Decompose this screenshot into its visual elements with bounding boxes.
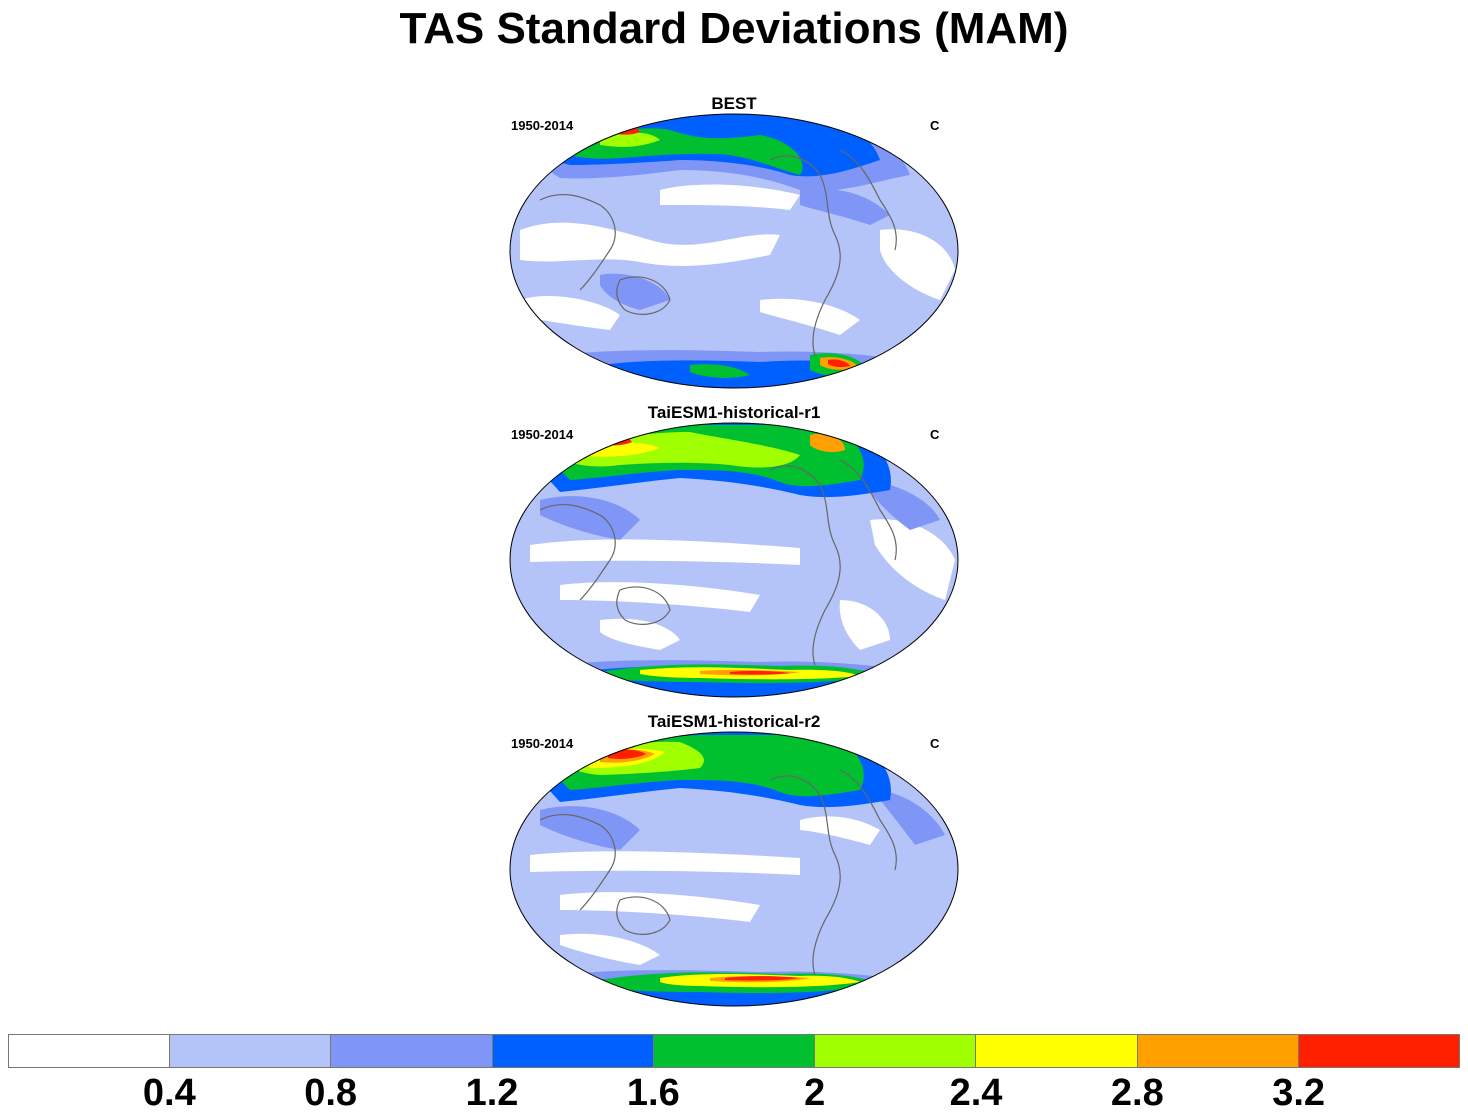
colorbar-swatch-6: [815, 1035, 977, 1067]
panel-3-title: TaiESM1-historical-r2: [647, 712, 821, 731]
colorbar-swatch-7: [976, 1035, 1138, 1067]
colorbar-swatch-3: [331, 1035, 493, 1067]
panel-2-title: TaiESM1-historical-r1: [647, 403, 821, 422]
panel-2-units: C: [930, 427, 940, 442]
panel-3-units: C: [930, 736, 940, 751]
colorbar-tick-label: 2: [804, 1072, 826, 1114]
colorbar-tick-label: 1.6: [626, 1072, 680, 1114]
colorbar-swatch-5: [653, 1035, 816, 1067]
colorbar-tick-label: 3.2: [1272, 1072, 1326, 1114]
panel-3-period: 1950-2014: [511, 736, 574, 751]
panel-2-period: 1950-2014: [511, 427, 574, 442]
map-border-2: [509, 422, 959, 698]
map-border-1: [509, 113, 959, 389]
map-panel-2: [510, 423, 958, 697]
colorbar-swatch-4: [492, 1035, 654, 1067]
colorbar-tick-label: 0.8: [304, 1072, 358, 1114]
map-panel-1: [510, 114, 958, 388]
colorbar-swatch-8: [1137, 1035, 1299, 1067]
figure-title: TAS Standard Deviations (MAM): [399, 4, 1069, 53]
panel-1-units: C: [930, 118, 940, 133]
map-panels: [509, 113, 959, 1007]
colorbar-tick-label: 2.8: [1110, 1072, 1164, 1114]
colorbar: [8, 1034, 1460, 1068]
colorbar-tick-label: 1.2: [465, 1072, 519, 1114]
colorbar-swatch-2: [170, 1035, 332, 1067]
map-panel-3: [510, 732, 958, 1006]
colorbar-swatch-9: [1298, 1035, 1459, 1067]
colorbar-tick-label: 2.4: [949, 1072, 1003, 1114]
map-border-3: [509, 731, 959, 1007]
colorbar-tick-label: 0.4: [142, 1072, 196, 1114]
panel-1-title: BEST: [711, 94, 757, 113]
colorbar-swatch-1: [9, 1035, 171, 1067]
panel-1-period: 1950-2014: [511, 118, 574, 133]
